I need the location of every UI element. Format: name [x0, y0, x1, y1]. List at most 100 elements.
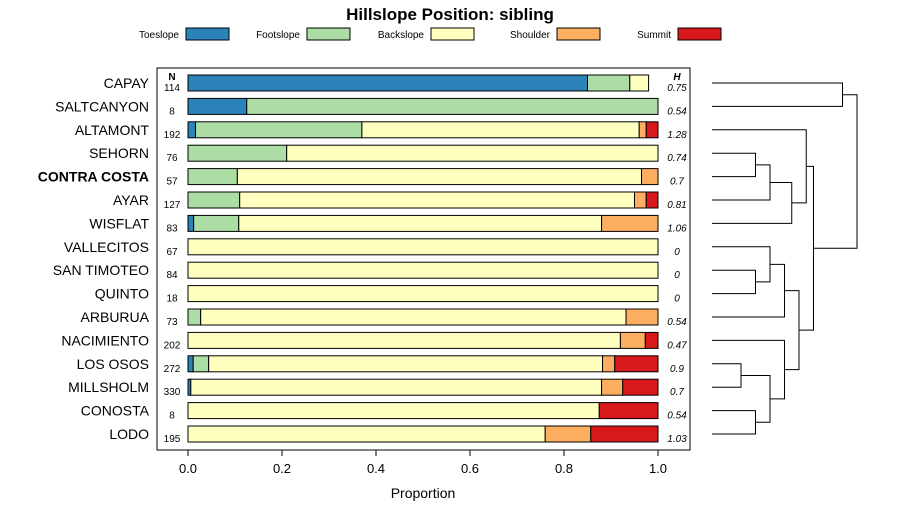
chart-title: Hillslope Position: sibling [346, 5, 554, 24]
bar-segment-backslope [238, 214, 603, 232]
bar-rows: CAPAY 114 0.75 SALTCANYON 8 0.54 ALTAMONT 192 1.… [38, 74, 687, 445]
legend-label-toeslope: Toeslope [139, 30, 179, 41]
bar-row-nacimiento: NACIMIENTO 202 0.47 [61, 331, 687, 351]
row-label: CAPAY [104, 75, 150, 91]
x-tick-label: 0.8 [555, 461, 573, 476]
bar-segment-toeslope [187, 97, 248, 115]
dendrogram-branch [712, 363, 742, 388]
bar-segment-footslope [187, 168, 238, 186]
bar-row-lodo: LODO 195 1.03 [109, 425, 687, 445]
bar-segment-summit [598, 402, 659, 420]
plot-frame [156, 67, 691, 451]
bar-row-altamont: ALTAMONT 192 1.28 [75, 121, 687, 141]
row-label: CONTRA COSTA [38, 169, 149, 185]
bar-segment-backslope [236, 168, 643, 186]
bar-segment-toeslope [187, 121, 197, 139]
bar-segment-shoulder [601, 214, 659, 232]
row-h-value: 0.54 [667, 106, 687, 117]
bar-row-millsholm: MILLSHOLM 330 0.7 [68, 378, 684, 398]
row-n-value: 83 [166, 223, 178, 234]
row-label: QUINTO [95, 286, 149, 302]
bar-segment-shoulder [634, 191, 647, 209]
bar-row-wisflat: WISFLAT 83 1.06 [89, 214, 687, 234]
bar-row-san-timoteo: SAN TIMOTEO 84 0 [53, 261, 680, 281]
legend-swatch-backslope [430, 27, 475, 41]
row-n-value: 76 [166, 153, 178, 164]
row-label: LODO [109, 426, 149, 442]
bar-segment-summit [614, 355, 659, 373]
bar-segment-shoulder [544, 425, 592, 443]
row-h-value: 0 [674, 270, 680, 281]
row-h-value: 0.81 [667, 200, 686, 211]
legend-swatch-toeslope [185, 27, 230, 41]
bar-row-saltcanyon: SALTCANYON 8 0.54 [55, 97, 687, 117]
bar-segment-toeslope [187, 355, 194, 373]
row-h-value: 0.47 [667, 340, 687, 351]
bar-segment-shoulder [602, 355, 616, 373]
legend-label-summit: Summit [637, 30, 671, 41]
bar-segment-backslope [187, 238, 659, 256]
row-h-value: 1.03 [667, 434, 687, 445]
n-column-header: N [168, 72, 175, 83]
bar-row-conosta: CONOSTA 8 0.54 [81, 402, 687, 422]
x-axis: 0.0 0.2 0.4 0.6 0.8 1.0 [179, 450, 667, 476]
bar-segment-backslope [208, 355, 604, 373]
bar-segment-backslope [361, 121, 640, 139]
row-h-value: 0 [674, 247, 680, 258]
legend-label-footslope: Footslope [256, 30, 300, 41]
bar-row-sehorn: SEHORN 76 0.74 [89, 144, 687, 164]
row-label: SEHORN [89, 145, 149, 161]
legend: Toeslope Footslope Backslope Shoulder Summit [139, 27, 722, 41]
x-tick-label: 0.0 [179, 461, 197, 476]
bar-segment-footslope [192, 355, 210, 373]
bar-segment-backslope [200, 308, 627, 326]
dendrogram-branch [813, 94, 858, 249]
row-n-value: 18 [166, 294, 178, 305]
bar-row-arburua: ARBURUA 73 0.54 [81, 308, 687, 328]
bar-segment-shoulder [625, 308, 659, 326]
row-n-value: 57 [166, 177, 178, 188]
row-label: SALTCANYON [55, 98, 149, 114]
bar-row-capay: CAPAY 114 0.75 [104, 74, 687, 94]
bar-row-contra-costa: CONTRA COSTA 57 0.7 [38, 168, 684, 188]
bar-segment-footslope [187, 144, 288, 162]
bar-segment-backslope [187, 261, 659, 279]
row-h-value: 0.7 [670, 177, 684, 188]
bar-segment-footslope [587, 74, 631, 92]
bar-segment-shoulder [641, 168, 659, 186]
bar-segment-shoulder [601, 378, 624, 396]
bar-segment-backslope [187, 402, 600, 420]
row-n-value: 73 [166, 317, 178, 328]
row-n-value: 195 [164, 434, 181, 445]
row-n-value: 84 [166, 270, 178, 281]
dendrogram-branch [712, 263, 785, 318]
dendrogram-branch [712, 246, 771, 283]
bar-segment-backslope [187, 285, 659, 303]
h-column-header: H [673, 72, 681, 83]
row-n-value: 330 [164, 387, 181, 398]
dendrogram-branch [712, 82, 843, 107]
row-label: CONOSTA [81, 403, 150, 419]
bar-segment-backslope [187, 331, 621, 349]
row-h-value: 0.54 [667, 317, 687, 328]
row-label: ARBURUA [81, 309, 150, 325]
row-h-value: 0.74 [667, 153, 687, 164]
row-n-value: 192 [164, 130, 181, 141]
bar-segment-footslope [195, 121, 363, 139]
bar-segment-footslope [187, 308, 202, 326]
dendrogram-branch [784, 290, 800, 371]
dendrogram-branch [712, 339, 785, 400]
row-h-value: 0 [674, 294, 680, 305]
row-h-value: 0.9 [670, 364, 684, 375]
row-label: NACIMIENTO [61, 332, 149, 348]
dendrogram-branch [712, 181, 793, 224]
bar-segment-summit [644, 331, 659, 349]
row-h-value: 0.75 [667, 83, 687, 94]
bar-row-ayar: AYAR 127 0.81 [113, 191, 687, 211]
x-tick-label: 0.2 [273, 461, 291, 476]
row-h-value: 0.54 [667, 411, 687, 422]
bar-segment-summit [622, 378, 659, 396]
row-n-value: 8 [169, 411, 175, 422]
legend-swatch-footslope [306, 27, 351, 41]
